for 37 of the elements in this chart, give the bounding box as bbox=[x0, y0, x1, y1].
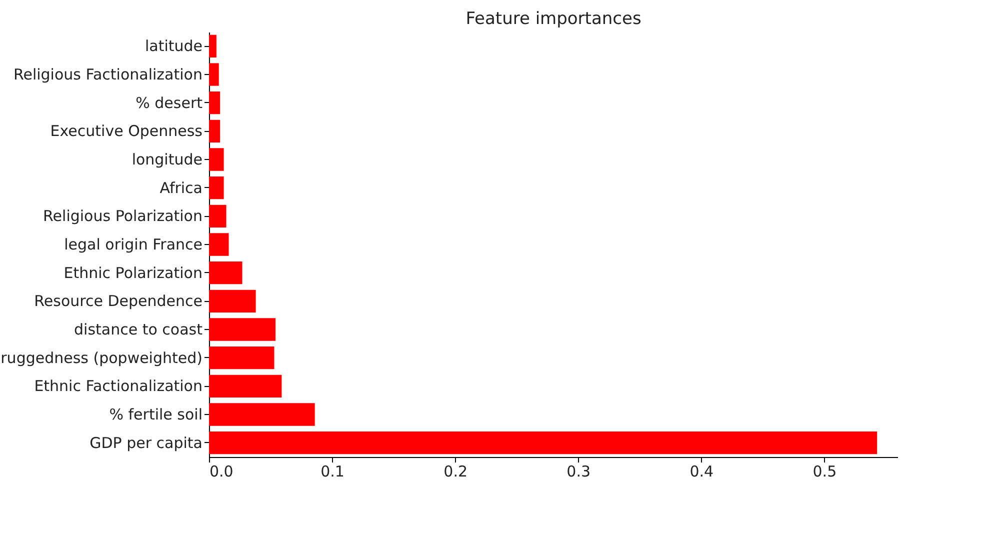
y-tick-label: legal origin France bbox=[64, 236, 202, 254]
y-tick-label: longitude bbox=[132, 150, 202, 168]
x-tick-label: 0.5 bbox=[812, 462, 837, 480]
chart-title: Feature importances bbox=[466, 9, 642, 29]
bar bbox=[209, 262, 242, 284]
x-tick-label: 0.1 bbox=[320, 462, 344, 480]
bar bbox=[209, 290, 256, 312]
x-tick-label: 0.2 bbox=[444, 462, 468, 480]
x-tick-label: 0.4 bbox=[690, 462, 714, 480]
bar bbox=[209, 63, 219, 86]
y-tick-label: % desert bbox=[136, 94, 203, 112]
bar bbox=[209, 176, 224, 200]
bar bbox=[209, 148, 224, 171]
y-tick-label: Ethnic Polarization bbox=[64, 264, 202, 282]
y-tick-label: Ethnic Factionalization bbox=[34, 377, 202, 396]
y-tick-label: ruggedness (popweighted) bbox=[0, 348, 202, 367]
y-tick-label: latitude bbox=[144, 37, 202, 56]
bar bbox=[209, 403, 315, 426]
y-tick-label: % fertile soil bbox=[109, 406, 202, 424]
y-tick-label: Religious Polarization bbox=[43, 207, 202, 226]
y-tick-label: distance to coast bbox=[74, 320, 203, 338]
bar bbox=[209, 233, 229, 256]
bar bbox=[209, 34, 216, 58]
bar bbox=[209, 92, 220, 114]
y-tick-label: Religious Factionalization bbox=[13, 66, 202, 84]
bar bbox=[209, 374, 282, 398]
bar bbox=[209, 318, 276, 341]
y-tick-label: Executive Openness bbox=[50, 122, 203, 140]
y-tick-label: GDP per capita bbox=[90, 434, 202, 452]
bar bbox=[209, 346, 274, 370]
x-tick-label: 0.0 bbox=[210, 462, 234, 480]
bar bbox=[209, 120, 220, 142]
bar bbox=[209, 432, 878, 454]
bar bbox=[209, 204, 226, 228]
y-tick-label: Africa bbox=[160, 178, 202, 197]
x-tick-label: 0.3 bbox=[566, 462, 591, 480]
y-tick-label: Resource Dependence bbox=[34, 292, 202, 310]
